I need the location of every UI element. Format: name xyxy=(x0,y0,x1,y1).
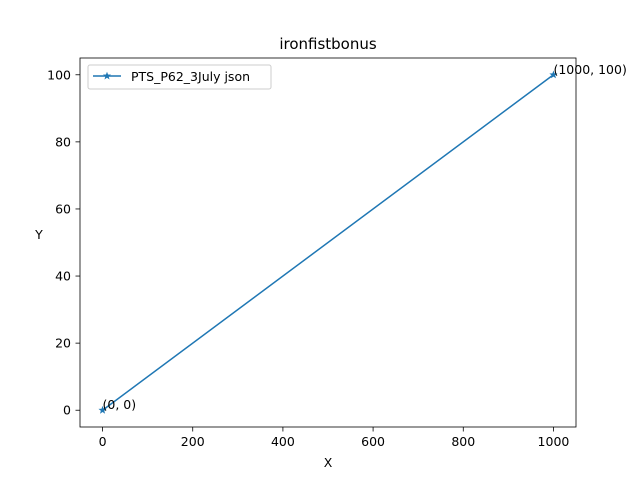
x-axis-ticks: 0 200 400 600 800 1000 xyxy=(99,427,570,449)
x-tick-label: 800 xyxy=(451,434,475,449)
x-tick-label: 1000 xyxy=(538,434,570,449)
annotation-layer: (0, 0) (1000, 100) xyxy=(103,62,627,412)
legend-box xyxy=(87,64,272,90)
y-tick-label: 100 xyxy=(47,67,71,82)
plot-area: (0, 0) (1000, 100) xyxy=(79,57,627,428)
legend: PTS_P62_3July json xyxy=(87,64,272,90)
point-annotation: (0, 0) xyxy=(103,397,137,412)
y-axis-label: Y xyxy=(34,227,43,242)
x-tick-label: 200 xyxy=(181,434,205,449)
legend-entry-label: PTS_P62_3July json xyxy=(131,69,250,84)
chart-title: ironfistbonus xyxy=(279,35,377,53)
series-line xyxy=(102,74,554,411)
y-tick-label: 40 xyxy=(55,269,71,284)
x-tick-label: 600 xyxy=(361,434,385,449)
y-tick-label: 60 xyxy=(55,201,71,216)
legend-star-marker xyxy=(102,71,112,80)
x-tick-label: 0 xyxy=(99,434,107,449)
point-annotation: (1000, 100) xyxy=(553,62,626,77)
x-axis-label: X xyxy=(324,455,333,470)
y-tick-label: 0 xyxy=(63,403,71,418)
x-tick-label: 400 xyxy=(271,434,295,449)
y-axis-ticks: 0 20 40 60 80 100 xyxy=(47,67,80,418)
data-point-star-marker xyxy=(549,70,558,79)
plot-frame xyxy=(79,57,577,428)
data-point-star-marker xyxy=(98,405,107,414)
y-tick-label: 20 xyxy=(55,336,71,351)
series-layer xyxy=(98,70,558,414)
y-tick-label: 80 xyxy=(55,134,71,149)
